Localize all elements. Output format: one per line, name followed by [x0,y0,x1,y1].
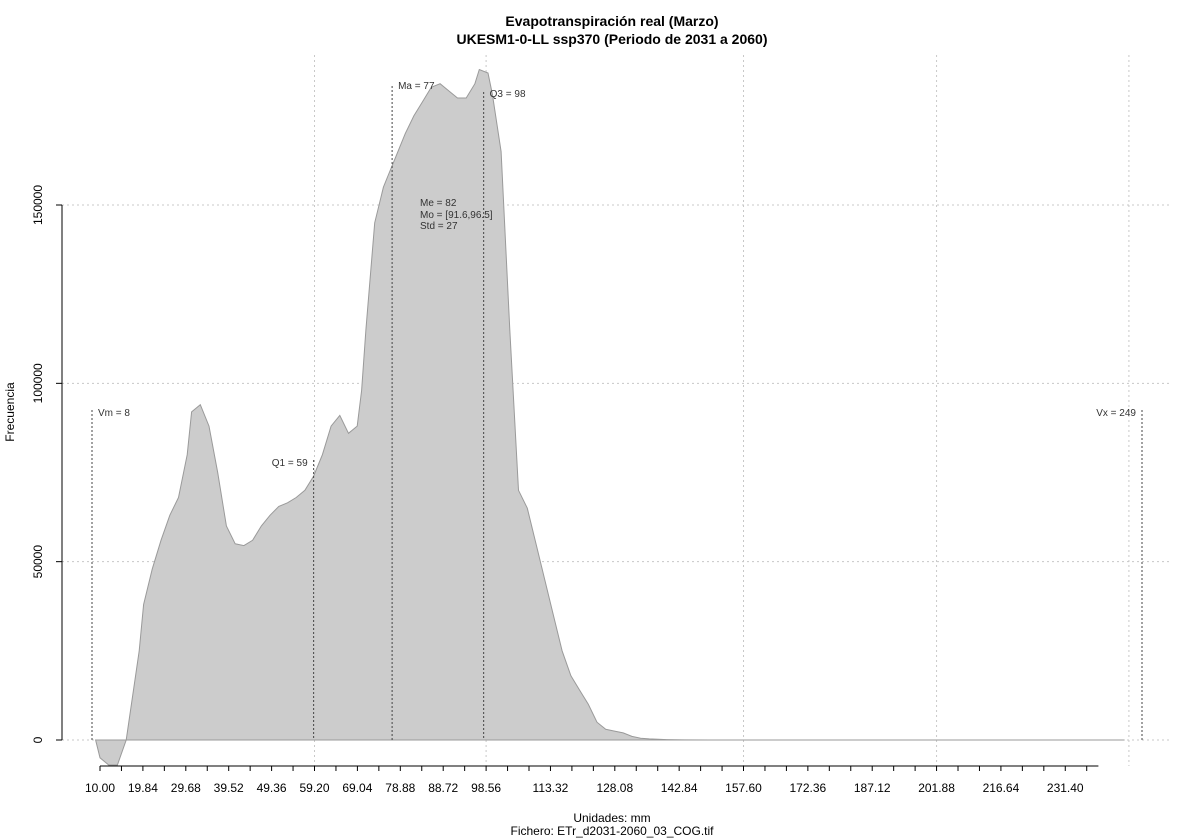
x-tick-label: 98.56 [471,781,501,795]
stat-median: Me = 82 [420,198,457,209]
chart-subtitle: UKESM1-0-LL ssp370 (Periodo de 2031 a 20… [457,31,768,47]
stat-line-label: Q1 = 59 [272,458,308,469]
x-tick-label: 113.32 [533,781,569,795]
stat-line-label: Q3 = 98 [490,89,526,100]
y-tick-label: 100000 [31,363,45,403]
x-tick-label: 157.60 [725,781,762,795]
x-tick-label: 29.68 [171,781,201,795]
x-tick-label: 172.36 [790,781,827,795]
stat-line-label: Vx = 249 [1096,408,1136,419]
x-tick-label: 78.88 [385,781,415,795]
x-tick-label: 142.84 [661,781,698,795]
x-tick-label: 88.72 [428,781,458,795]
stat-mode: Mo = [91.6,96.5] [420,210,493,221]
stat-line-label: Vm = 8 [98,408,130,419]
density-area [94,68,1125,766]
y-tick-label: 50000 [31,545,45,579]
chart-title: Evapotranspiración real (Marzo) [505,13,718,29]
x-tick-label: 216.64 [983,781,1020,795]
summary-statistics: Me = 82 Mo = [91.6,96.5] Std = 27 [420,198,493,232]
x-tick-label: 39.52 [214,781,244,795]
file-name-label: Fichero: ETr_d2031-2060_03_COG.tif [511,824,715,838]
x-axis-label: Unidades: mm [573,811,650,825]
stat-line-label: Ma = 77 [398,81,435,92]
x-tick-label: 19.84 [128,781,158,795]
x-tick-label: 59.20 [299,781,329,795]
x-tick-label: 128.08 [596,781,633,795]
x-tick-label: 49.36 [257,781,287,795]
statistic-lines: Vm = 8 Q1 = 59 Ma = 77 Q3 = 98 Vx = 249 [91,81,1143,740]
x-tick-label: 187.12 [854,781,891,795]
y-tick-label: 0 [31,736,45,743]
y-axis-label: Frecuencia [3,382,17,442]
y-tick-label: 150000 [31,185,45,225]
stat-std: Std = 27 [420,221,458,232]
x-tick-label: 201.88 [918,781,955,795]
x-tick-label: 10.00 [85,781,115,795]
x-tick-label: 231.40 [1047,781,1084,795]
x-tick-label: 69.04 [342,781,372,795]
axes: 10.00 19.84 29.68 39.52 49.36 59.20 69.04 78.88… [31,185,1099,795]
